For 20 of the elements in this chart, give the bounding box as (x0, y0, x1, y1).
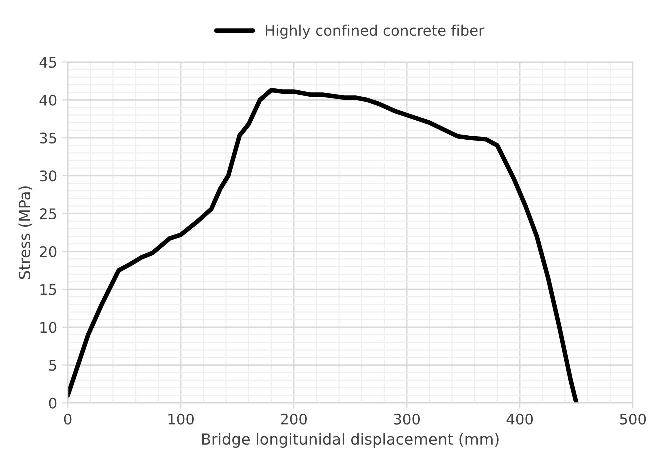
y-tick-label: 20 (40, 246, 57, 258)
y-tick-label: 45 (40, 57, 56, 68)
y-axis-title: Stress (MPa) (18, 186, 32, 280)
x-tick-label: 0 (64, 414, 72, 425)
y-tick-label: 15 (40, 284, 56, 296)
legend-label: Highly confined concrete fiber (266, 24, 485, 39)
y-tick-label: 35 (40, 132, 56, 144)
x-tick-label: 100 (168, 414, 194, 425)
y-tick-label: 40 (40, 94, 57, 106)
y-tick-label: 30 (40, 170, 57, 182)
x-axis-title: Bridge longitunidal displacement (mm) (202, 433, 499, 448)
y-tick-label: 25 (40, 208, 56, 220)
y-tick-label: 10 (40, 322, 57, 334)
line-series (68, 88, 579, 404)
x-tick-label: 500 (620, 414, 646, 425)
y-tick-label: 5 (49, 360, 56, 372)
x-tick-label: 400 (506, 414, 534, 425)
y-tick-label: 0 (49, 398, 57, 409)
x-tick-label: 300 (394, 414, 420, 425)
x-tick-label: 200 (281, 414, 308, 425)
